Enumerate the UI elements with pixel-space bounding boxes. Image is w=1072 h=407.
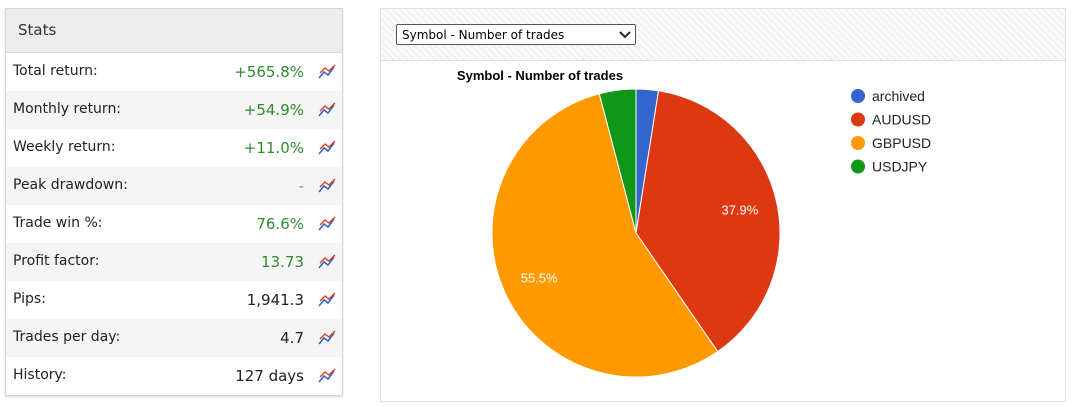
stats-row: History: 127 days bbox=[6, 357, 342, 395]
stats-title: Stats bbox=[6, 9, 342, 53]
icon-line bbox=[318, 332, 335, 345]
chart-icon[interactable] bbox=[318, 216, 336, 232]
icon-line bbox=[318, 370, 335, 383]
chart-icon[interactable] bbox=[318, 178, 336, 194]
stat-label: Total return: bbox=[13, 63, 98, 79]
icon-line bbox=[319, 178, 336, 188]
stats-rows: Total return: +565.8% Monthly return: +54.9… bbox=[6, 53, 342, 395]
chart-icon[interactable] bbox=[318, 368, 336, 384]
icon-line bbox=[319, 64, 336, 74]
stat-label: Monthly return: bbox=[13, 101, 122, 117]
chart-icon[interactable] bbox=[318, 140, 336, 156]
legend-swatch bbox=[851, 136, 865, 150]
legend-label: AUDUSD bbox=[872, 112, 931, 128]
icon-line bbox=[318, 142, 335, 155]
stats-row: Pips: 1,941.3 bbox=[6, 281, 342, 319]
icon-line bbox=[319, 102, 336, 112]
toolbar: Symbol - Number of trades bbox=[381, 9, 1065, 61]
stats-row: Monthly return: +54.9% bbox=[6, 91, 342, 129]
stat-label: History: bbox=[13, 367, 67, 383]
icon-line bbox=[319, 330, 336, 340]
stat-value: 1,941.3 bbox=[246, 291, 304, 309]
icon-line bbox=[318, 104, 335, 117]
legend-swatch bbox=[851, 89, 865, 103]
icon-line bbox=[319, 254, 336, 264]
stat-value: +565.8% bbox=[234, 63, 304, 81]
chart-panel: Symbol - Number of trades bbox=[380, 8, 1066, 402]
stats-row: Peak drawdown: - bbox=[6, 167, 342, 205]
icon-line bbox=[318, 180, 335, 193]
legend-swatch bbox=[851, 159, 865, 174]
icon-line bbox=[318, 294, 335, 307]
legend-label: GBPUSD bbox=[872, 135, 931, 151]
stats-row: Trade win %: 76.6% bbox=[6, 205, 342, 243]
icon-line bbox=[318, 218, 335, 231]
icon-line bbox=[319, 216, 336, 226]
icon-line bbox=[319, 292, 336, 302]
chart-icon[interactable] bbox=[318, 64, 336, 80]
legend-label: USDJPY bbox=[872, 159, 928, 175]
select-arrow bbox=[619, 31, 631, 39]
stat-label: Pips: bbox=[13, 291, 46, 307]
chart-title: Symbol - Number of trades bbox=[457, 68, 623, 83]
legend-label: archived bbox=[872, 88, 925, 104]
stat-value: 76.6% bbox=[256, 215, 304, 233]
icon-line bbox=[318, 66, 335, 79]
stats-row: Profit factor: 13.73 bbox=[6, 243, 342, 281]
slice-label: 55.5% bbox=[521, 270, 558, 285]
stat-value: - bbox=[298, 177, 304, 195]
stat-label: Trades per day: bbox=[13, 329, 121, 345]
stat-value: +11.0% bbox=[243, 139, 304, 157]
stat-label: Peak drawdown: bbox=[13, 177, 128, 193]
pie-slice bbox=[598, 88, 637, 234]
icon-line bbox=[318, 256, 335, 269]
stat-label: Profit factor: bbox=[13, 253, 100, 269]
slice-label: 37.9% bbox=[721, 202, 758, 217]
stat-value: +54.9% bbox=[243, 101, 304, 119]
chart-icon[interactable] bbox=[318, 330, 336, 346]
stats-row: Weekly return: +11.0% bbox=[6, 129, 342, 167]
chart-icon[interactable] bbox=[318, 292, 336, 308]
pie-slice bbox=[635, 90, 781, 353]
stat-value: 13.73 bbox=[261, 253, 304, 271]
stat-value: 127 days bbox=[235, 367, 304, 385]
pie-slice bbox=[491, 93, 719, 378]
stat-label: Trade win %: bbox=[13, 215, 103, 231]
chart-icon[interactable] bbox=[318, 102, 336, 118]
icon-line bbox=[319, 368, 336, 378]
stats-panel: Stats Total return: +565.8% Monthly return… bbox=[5, 8, 343, 396]
legend-swatch bbox=[851, 112, 865, 127]
stats-row: Trades per day: 4.7 bbox=[6, 319, 342, 357]
chart-icon[interactable] bbox=[318, 254, 336, 270]
icon-line bbox=[319, 140, 336, 150]
stats-row: Total return: +565.8% bbox=[6, 53, 342, 91]
stat-label: Weekly return: bbox=[13, 139, 116, 155]
select-text: Symbol - Number of trades bbox=[402, 28, 565, 42]
chart-select[interactable]: Symbol - Number of trades bbox=[396, 24, 636, 45]
stat-value: 4.7 bbox=[280, 329, 304, 347]
